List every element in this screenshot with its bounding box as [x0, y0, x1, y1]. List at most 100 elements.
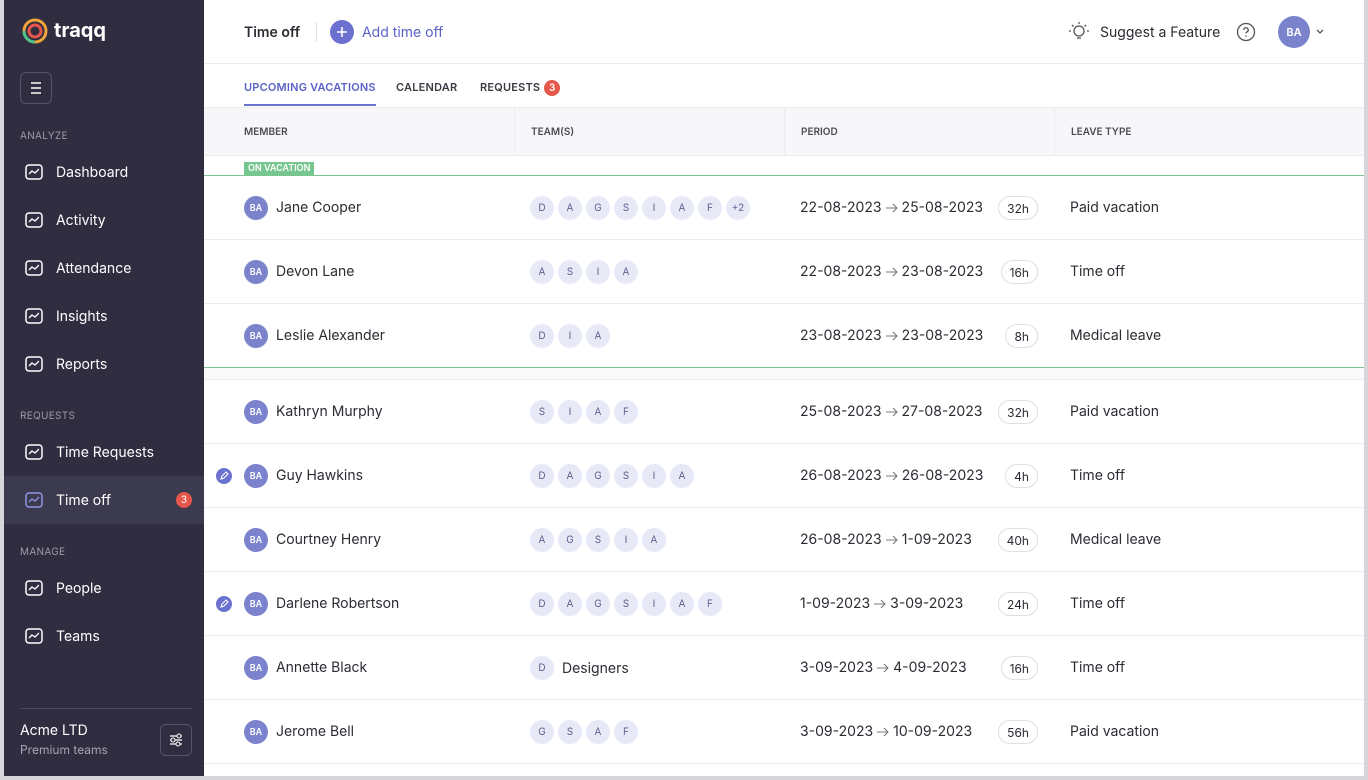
- logo: [22, 18, 48, 44]
- team-chip: A: [586, 400, 610, 424]
- team-chip: D: [530, 592, 554, 616]
- suggest-button[interactable]: Suggest a Feature: [1068, 21, 1220, 43]
- team-chip: F: [698, 196, 722, 220]
- team-chip: A: [530, 260, 554, 284]
- date-from: 3-09-2023: [800, 659, 874, 676]
- period: 23-08-2023 23-08-2023: [800, 327, 983, 344]
- team-chip: A: [586, 720, 610, 744]
- hours: 32h: [998, 400, 1038, 424]
- nav-item[interactable]: Attendance: [4, 244, 204, 292]
- nav-item[interactable]: People: [4, 564, 204, 612]
- page-title: Time off: [244, 24, 301, 41]
- member-avatar: BA: [244, 720, 268, 744]
- arrow-icon: [885, 407, 898, 416]
- team-chip: F: [614, 400, 638, 424]
- leave-type: Time off: [1070, 263, 1126, 280]
- date-from: 23-08-2023: [800, 327, 882, 344]
- hours: 32h: [998, 196, 1038, 220]
- tab[interactable]: REQUESTS 3: [480, 80, 561, 96]
- divider: [20, 708, 192, 709]
- team-chip: A: [558, 196, 582, 220]
- date-to: 27-08-2023: [901, 403, 983, 420]
- member-name: Jane Cooper: [276, 199, 362, 216]
- period: 22-08-2023 23-08-2023: [800, 263, 983, 280]
- leave-type: Medical leave: [1070, 531, 1162, 548]
- separator: [316, 22, 317, 42]
- company: Acme LTD: [20, 722, 88, 739]
- hours: 8h: [1005, 324, 1038, 348]
- hours: 16h: [1000, 656, 1038, 680]
- date-to: 26-08-2023: [901, 467, 984, 484]
- leave-type: Time off: [1070, 467, 1126, 484]
- team-chip: S: [558, 260, 582, 284]
- tab[interactable]: UPCOMING VACATIONS: [244, 80, 376, 106]
- period: 26-08-2023 1-09-2023: [800, 531, 972, 548]
- menu-icon: [31, 82, 41, 94]
- date-from: 3-09-2023: [800, 723, 874, 740]
- nav-icon: [25, 308, 43, 324]
- date-to: 23-08-2023: [901, 327, 984, 344]
- member-avatar: BA: [244, 400, 268, 424]
- chevron: [1316, 29, 1324, 34]
- hours: 24h: [998, 592, 1038, 616]
- nav-item[interactable]: Dashboard: [4, 148, 204, 196]
- team-chip: A: [530, 528, 554, 552]
- main: Time off Add time off Suggest a Feature BA U…: [204, 0, 1364, 776]
- leave-type: Time off: [1070, 595, 1126, 612]
- leave-type: Paid vacation: [1070, 403, 1159, 420]
- section-title: MANAGE: [20, 546, 66, 558]
- member-avatar: BA: [244, 324, 268, 348]
- tab[interactable]: CALENDAR: [396, 80, 457, 94]
- leave-type: Medical leave: [1070, 327, 1162, 344]
- add-label: Add time off: [362, 23, 444, 41]
- settings-button[interactable]: [160, 724, 192, 756]
- column-header: PERIOD: [784, 107, 1054, 156]
- menu-button[interactable]: [20, 72, 52, 104]
- user-avatar[interactable]: BA: [1278, 16, 1310, 48]
- team-chip: F: [698, 592, 722, 616]
- team-chip: G: [586, 592, 610, 616]
- team-chip: I: [642, 464, 666, 488]
- member-name: Devon Lane: [276, 263, 355, 280]
- nav-badge: 3: [176, 492, 192, 508]
- hours: 40h: [997, 528, 1038, 552]
- nav-item[interactable]: Teams: [4, 612, 204, 660]
- add-icon: [330, 20, 354, 44]
- member-name: Darlene Robertson: [276, 595, 400, 612]
- table-row: BA Courtney Henry A G S I A 26-08-2023 1-09-2023…: [204, 508, 1364, 572]
- nav-item[interactable]: Activity: [4, 196, 204, 244]
- nav-label: Insights: [56, 307, 108, 325]
- table-row: BA Jane Cooper D A G S I A F +2 22-08-2023 25-08-20…: [204, 176, 1364, 240]
- settings-icon: [170, 733, 182, 747]
- team-chip: S: [530, 400, 554, 424]
- nav-item[interactable]: Time off 3: [4, 476, 204, 524]
- team-chip: G: [586, 196, 610, 220]
- nav-item[interactable]: Time Requests: [4, 428, 204, 476]
- section-title: REQUESTS: [20, 410, 76, 422]
- date-from: 22-08-2023: [800, 199, 882, 216]
- tab-label: UPCOMING VACATIONS: [244, 80, 376, 94]
- nav-item[interactable]: Reports: [4, 340, 204, 388]
- table-row: BA Annette Black D Designers 3-09-2023 4-09-2…: [204, 636, 1364, 700]
- table-row: BA Devon Lane A S I A 22-08-2023 23-08-2023 16h T…: [204, 240, 1364, 304]
- team-chip: A: [614, 260, 638, 284]
- team-chip: S: [586, 528, 610, 552]
- period: 26-08-2023 26-08-2023: [800, 467, 983, 484]
- arrow-icon: [885, 535, 898, 544]
- table-row: BA Kathryn Murphy S I A F 25-08-2023 27-08-2023…: [204, 380, 1364, 444]
- nav-item[interactable]: Insights: [4, 292, 204, 340]
- team-chip: G: [558, 528, 582, 552]
- nav-label: Teams: [56, 627, 100, 645]
- brand: traqq: [54, 18, 107, 42]
- add-button[interactable]: Add time off: [330, 20, 443, 44]
- hours: 56h: [998, 720, 1038, 744]
- nav-label: Dashboard: [56, 163, 129, 181]
- tab-label: CALENDAR: [396, 80, 458, 94]
- team-chip: I: [558, 400, 582, 424]
- teams: D A G S I A F +2: [530, 196, 754, 220]
